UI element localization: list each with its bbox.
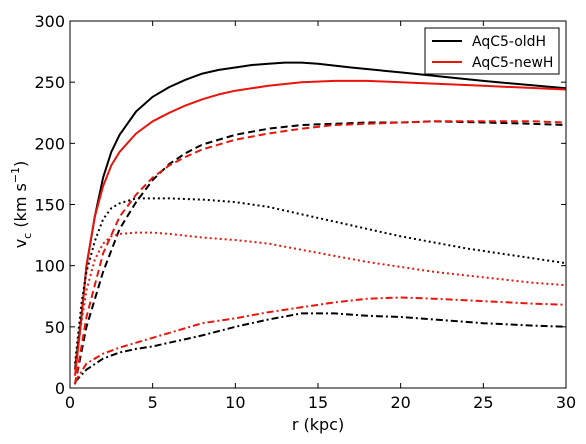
- y-axis-label-subscript: c: [21, 233, 34, 239]
- y-axis-label-base: v: [11, 239, 30, 248]
- y-tick-label-2: 100: [34, 257, 65, 276]
- x-axis-label: r (kpc): [292, 415, 344, 434]
- y-tick-label-0: 0: [55, 379, 65, 398]
- x-tick-label-4: 20: [390, 393, 410, 412]
- y-axis-label: vc (km s−1): [9, 161, 34, 249]
- y-axis-label-unit-prefix: (km s: [11, 183, 30, 233]
- y-tick-label-5: 250: [34, 73, 65, 92]
- x-tick-label-2: 10: [225, 393, 245, 412]
- x-tick-label-5: 25: [473, 393, 493, 412]
- x-axis-ticks: 0 5 10 15 20 25 30: [65, 21, 576, 412]
- x-tick-label-6: 30: [556, 393, 576, 412]
- y-axis-ticks: 0 50 100 150 200 250 300: [34, 12, 566, 398]
- legend-box: [424, 27, 560, 75]
- legend-label-newh: AqC5-newH: [472, 55, 553, 71]
- y-axis-label-unit-suffix: ): [11, 161, 30, 167]
- series-line-5: [74, 231, 567, 370]
- y-tick-label-6: 300: [34, 12, 65, 31]
- x-tick-label-3: 15: [308, 393, 328, 412]
- series-line-0: [74, 61, 567, 370]
- plot-lines: [74, 61, 567, 385]
- x-tick-label-0: 0: [65, 393, 75, 412]
- y-tick-label-3: 150: [34, 196, 65, 215]
- x-tick-label-1: 5: [148, 393, 158, 412]
- series-line-4: [74, 197, 567, 364]
- series-line-6: [74, 312, 567, 383]
- y-axis-label-unit-exponent: −1: [9, 167, 22, 183]
- series-line-7: [74, 296, 567, 383]
- y-tick-label-1: 50: [45, 318, 65, 337]
- legend: AqC5-oldH AqC5-newH: [424, 27, 560, 75]
- legend-label-oldh: AqC5-oldH: [472, 34, 546, 50]
- y-tick-label-4: 200: [34, 134, 65, 153]
- plot-frame: [69, 20, 567, 389]
- series-line-1: [74, 79, 567, 376]
